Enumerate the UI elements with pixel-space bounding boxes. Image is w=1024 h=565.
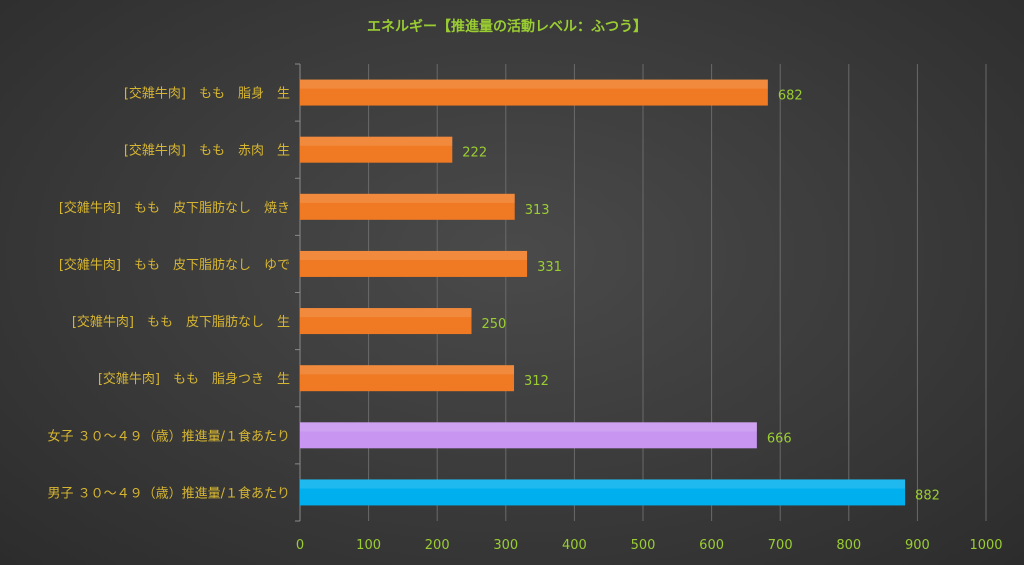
data-label: 666 (767, 431, 792, 446)
category-label: 女子 ３０～４９（歳）推進量/１食あたり (47, 428, 290, 444)
category-label: [交雑牛肉] もも 皮下脂肪なし 焼き (59, 200, 290, 216)
bar-highlight (300, 308, 472, 318)
data-label: 331 (537, 260, 562, 275)
gridlines (295, 63, 987, 522)
x-tick-label: 400 (562, 538, 587, 553)
x-tick-label: 600 (699, 538, 724, 553)
x-tick-label: 700 (768, 538, 793, 553)
data-label: 313 (525, 203, 550, 218)
data-label: 682 (778, 89, 803, 104)
x-tick-label: 300 (493, 538, 518, 553)
bar-highlight (300, 479, 906, 489)
bar (300, 193, 515, 220)
data-label: 250 (482, 317, 507, 332)
bar (300, 79, 768, 106)
x-tick-label: 500 (631, 538, 656, 553)
bar (300, 422, 757, 449)
category-label: [交雑牛肉] もも 赤肉 生 (124, 143, 290, 159)
bar (300, 365, 515, 392)
data-label: 312 (524, 374, 549, 389)
bars (300, 79, 906, 506)
bar-highlight (300, 193, 515, 203)
x-tick-label: 200 (425, 538, 450, 553)
x-tick-label: 0 (296, 538, 304, 553)
bar (300, 479, 906, 506)
category-label: [交雑牛肉] もも 脂身つき 生 (98, 371, 290, 387)
x-tick-label: 800 (836, 538, 861, 553)
bar-highlight (300, 422, 757, 432)
bar-highlight (300, 79, 768, 89)
bar-highlight (300, 136, 453, 146)
category-label: [交雑牛肉] もも 脂身 生 (124, 86, 290, 102)
category-label: [交雑牛肉] もも 皮下脂肪なし ゆで (59, 257, 290, 273)
labels: 0 100 200 300 400 500 600 700 800 900 1000 [交雑牛肉] も… (47, 86, 1002, 553)
data-label: 882 (915, 488, 940, 503)
category-label: [交雑牛肉] もも 皮下脂肪なし 生 (72, 314, 290, 330)
bar-highlight (300, 250, 528, 261)
x-tick-label: 100 (356, 538, 381, 553)
x-tick-label: 1000 (969, 538, 1002, 553)
bar (300, 136, 453, 163)
chart-title: エネルギー【推進量の活動レベル：ふつう】 (367, 18, 647, 35)
category-label: 男子 ３０～４９（歳）推進量/１食あたり (47, 485, 290, 501)
bar (300, 308, 472, 335)
x-tick-label: 900 (905, 538, 930, 553)
bar-highlight (300, 365, 515, 375)
data-label: 222 (462, 146, 487, 161)
bar (300, 250, 528, 277)
